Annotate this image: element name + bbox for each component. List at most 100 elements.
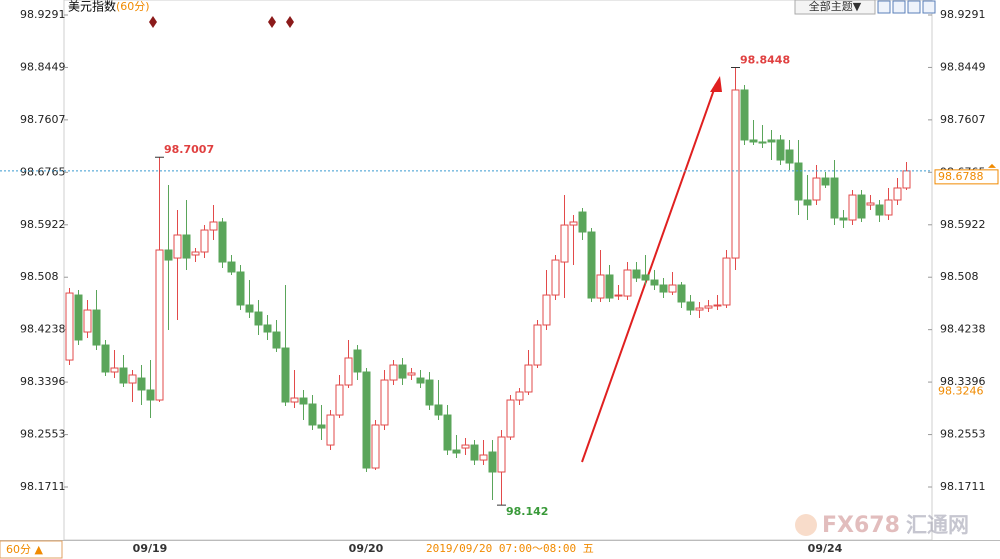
- candle-body: [443, 414, 452, 451]
- candle-body: [182, 234, 191, 259]
- candle-body: [146, 389, 155, 401]
- candle-body: [524, 364, 533, 393]
- candle-body: [767, 139, 776, 143]
- tool-icon[interactable]: [892, 0, 906, 14]
- candle-body: [119, 367, 128, 384]
- candle-body: [551, 259, 560, 296]
- candle-body: [389, 364, 398, 381]
- event-marker: [286, 16, 294, 28]
- crosshair-value: 98.3246: [938, 384, 984, 397]
- candle-body: [407, 372, 416, 376]
- toolbar: 全部主题▼: [794, 0, 936, 15]
- candle-body: [785, 149, 794, 164]
- candle-body: [533, 324, 542, 366]
- y-tick-label: 98.8449: [20, 60, 66, 73]
- candle-body: [470, 444, 479, 461]
- candle-body: [191, 251, 200, 256]
- candle-body: [794, 162, 803, 201]
- candles: [65, 67, 911, 506]
- candle-body: [605, 274, 614, 299]
- candle-body: [632, 269, 641, 279]
- y2-tick-label: 98.508: [940, 270, 979, 283]
- tool-icon[interactable]: [877, 0, 891, 14]
- candle-body: [236, 271, 245, 306]
- last-price-label: 98.6788: [938, 170, 984, 183]
- event-marker: [149, 16, 157, 28]
- candle-body: [650, 279, 659, 286]
- tool-icon[interactable]: [907, 0, 921, 14]
- candle-body: [821, 177, 830, 186]
- period-button[interactable]: [0, 540, 63, 559]
- candle-body: [452, 449, 461, 454]
- tool-icon[interactable]: [922, 0, 936, 14]
- candle-body: [578, 211, 587, 233]
- extreme-label: 98.7007: [164, 143, 214, 156]
- candle-body: [272, 331, 281, 349]
- candle-body: [722, 257, 731, 306]
- candle-body: [326, 414, 335, 446]
- y2-tick-label: 98.5922: [940, 218, 986, 231]
- y-tick-label: 98.7607: [20, 113, 66, 126]
- last-price-box: [934, 169, 999, 185]
- trend-arrow: [581, 83, 717, 463]
- candle-body: [254, 311, 263, 326]
- y2-tick-label: 98.7607: [940, 113, 986, 126]
- candle-body: [164, 249, 173, 261]
- candle-body: [353, 349, 362, 373]
- candle-body: [812, 177, 821, 201]
- y2-tick-label: 98.2553: [940, 428, 986, 441]
- candle-body: [839, 217, 848, 221]
- trend-arrowhead: [710, 76, 722, 92]
- candle-body: [65, 292, 74, 361]
- candle-body: [344, 357, 353, 386]
- candle-body: [83, 309, 92, 333]
- candle-body: [173, 234, 182, 259]
- y2-tick-label: 98.4238: [940, 323, 986, 336]
- watermark-logo: [795, 514, 817, 536]
- y-tick-label: 98.4238: [20, 323, 66, 336]
- candle-body: [758, 141, 767, 144]
- theme-button[interactable]: [794, 0, 876, 15]
- candle-body: [704, 305, 713, 309]
- candle-body: [155, 249, 164, 401]
- candle-body: [245, 304, 254, 313]
- extreme-label: 98.142: [506, 505, 548, 518]
- event-marker: [268, 16, 276, 28]
- y2-tick-label: 98.8449: [940, 60, 986, 73]
- candle-body: [695, 307, 704, 311]
- candle-body: [110, 367, 119, 373]
- candle-body: [542, 294, 551, 326]
- candle-body: [875, 204, 884, 216]
- candle-body: [308, 403, 317, 426]
- candle-body: [587, 231, 596, 299]
- candle-body: [434, 404, 443, 416]
- candle-body: [227, 261, 236, 273]
- last-price-caret: [988, 163, 996, 168]
- candle-body: [560, 224, 569, 263]
- candle-body: [803, 199, 812, 206]
- theme-button-label[interactable]: 全部主题▼: [809, 0, 862, 13]
- candle-body: [893, 187, 902, 201]
- candle-body: [776, 139, 785, 161]
- x-tick-label: 09/20: [349, 542, 384, 555]
- candle-body: [200, 229, 209, 253]
- period-button-label[interactable]: 60分 ▲: [6, 543, 43, 556]
- candle-body: [848, 194, 857, 221]
- candle-body: [101, 344, 110, 373]
- candle-body: [74, 294, 83, 341]
- candle-body: [371, 424, 380, 469]
- candle-body: [425, 379, 434, 406]
- candle-body: [263, 324, 272, 333]
- candle-body: [677, 284, 686, 303]
- watermark-name: 汇通网: [906, 513, 969, 537]
- candle-body: [686, 301, 695, 311]
- y2-tick-label: 98.3396: [940, 375, 986, 388]
- candle-body: [749, 139, 758, 143]
- candle-body: [281, 347, 290, 403]
- candle-body: [866, 202, 875, 206]
- y-tick-label: 98.5922: [20, 218, 66, 231]
- y-tick-label: 98.9291: [20, 8, 66, 21]
- candle-body: [479, 454, 488, 461]
